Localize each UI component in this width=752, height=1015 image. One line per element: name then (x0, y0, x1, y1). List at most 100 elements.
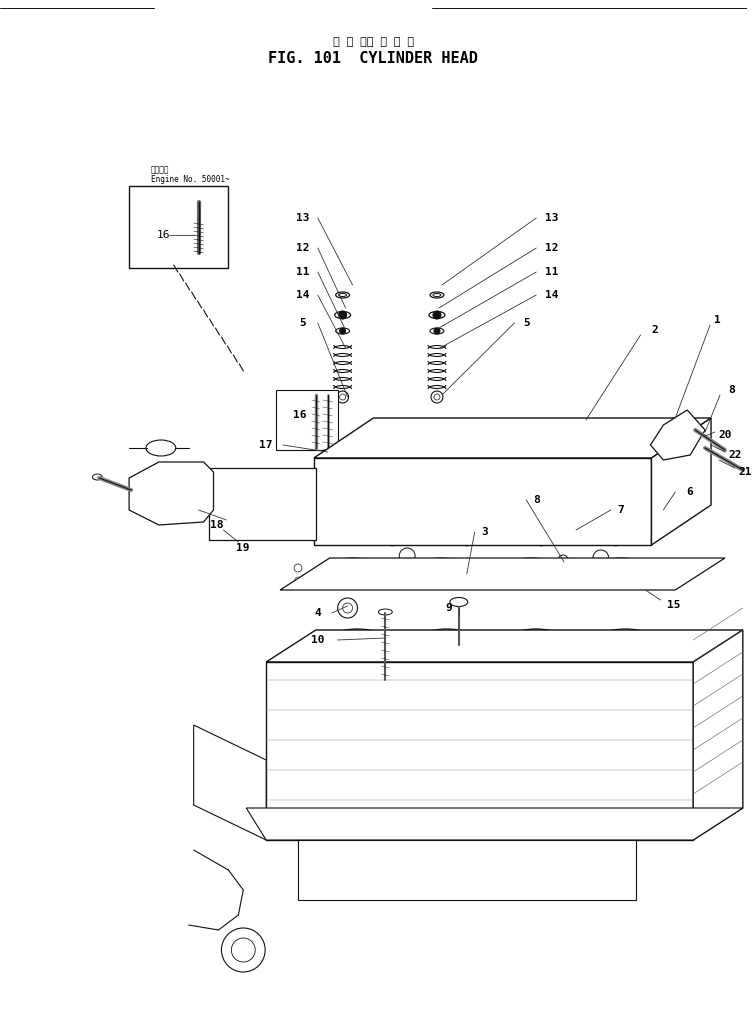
Text: 22: 22 (728, 450, 741, 460)
Ellipse shape (303, 700, 382, 796)
Ellipse shape (378, 609, 393, 615)
Circle shape (338, 311, 347, 319)
Ellipse shape (146, 439, 176, 456)
Text: 2: 2 (651, 325, 658, 335)
Circle shape (381, 577, 387, 583)
Polygon shape (129, 462, 214, 525)
Ellipse shape (326, 561, 378, 583)
Ellipse shape (407, 700, 487, 796)
Text: 14: 14 (296, 290, 310, 300)
Text: シ リ ンダ ヘ ッ ド: シ リ ンダ ヘ ッ ド (333, 37, 414, 47)
Circle shape (610, 534, 622, 546)
Circle shape (508, 577, 514, 583)
Circle shape (244, 525, 253, 535)
Text: 14: 14 (545, 290, 559, 300)
Circle shape (399, 548, 415, 564)
Ellipse shape (310, 393, 322, 398)
Text: 18: 18 (210, 520, 223, 530)
Circle shape (679, 577, 685, 583)
Circle shape (221, 928, 265, 972)
Circle shape (219, 525, 229, 535)
Ellipse shape (534, 487, 562, 508)
Ellipse shape (322, 558, 384, 586)
Ellipse shape (92, 474, 102, 480)
Ellipse shape (654, 426, 676, 436)
Text: 19: 19 (235, 543, 249, 553)
Text: 8: 8 (533, 495, 540, 505)
Circle shape (593, 564, 601, 572)
Ellipse shape (502, 629, 570, 659)
Circle shape (219, 505, 229, 515)
Ellipse shape (450, 598, 468, 607)
Circle shape (232, 938, 255, 962)
Text: FIG. 101  CYLINDER HEAD: FIG. 101 CYLINDER HEAD (268, 51, 478, 66)
Ellipse shape (590, 558, 651, 586)
Text: 10: 10 (311, 635, 325, 645)
Circle shape (544, 473, 552, 481)
Polygon shape (693, 630, 743, 840)
Text: 9: 9 (445, 603, 452, 613)
Circle shape (422, 564, 430, 572)
Text: 適用導入: 適用導入 (151, 165, 169, 175)
Ellipse shape (623, 709, 688, 787)
Text: 12: 12 (545, 243, 559, 253)
Ellipse shape (413, 629, 481, 659)
Text: 11: 11 (296, 267, 310, 277)
Circle shape (651, 473, 660, 481)
Text: 5: 5 (523, 318, 529, 328)
Ellipse shape (374, 487, 402, 508)
Ellipse shape (592, 629, 660, 659)
Ellipse shape (430, 328, 444, 334)
Text: 16: 16 (157, 230, 171, 240)
Circle shape (673, 443, 687, 457)
Ellipse shape (699, 443, 708, 450)
Ellipse shape (335, 328, 350, 334)
Circle shape (384, 473, 391, 481)
Circle shape (659, 420, 669, 430)
Polygon shape (266, 630, 743, 662)
Circle shape (295, 577, 301, 583)
Circle shape (558, 555, 568, 565)
Ellipse shape (381, 426, 403, 436)
Circle shape (337, 564, 344, 572)
Ellipse shape (588, 487, 616, 508)
Ellipse shape (481, 487, 508, 508)
Circle shape (459, 570, 475, 586)
Polygon shape (266, 662, 693, 840)
Circle shape (490, 473, 499, 481)
Circle shape (387, 534, 399, 546)
Ellipse shape (545, 439, 567, 450)
Ellipse shape (324, 629, 391, 659)
Ellipse shape (654, 439, 676, 450)
Circle shape (434, 328, 440, 334)
Circle shape (433, 311, 441, 319)
Ellipse shape (545, 426, 567, 436)
Circle shape (372, 420, 382, 430)
Ellipse shape (490, 426, 512, 436)
Text: 4: 4 (314, 608, 321, 618)
Ellipse shape (641, 487, 669, 508)
Circle shape (508, 564, 515, 572)
Circle shape (420, 420, 430, 430)
Ellipse shape (430, 292, 444, 298)
Ellipse shape (338, 293, 347, 296)
Ellipse shape (335, 292, 350, 298)
Circle shape (219, 475, 229, 485)
Text: 13: 13 (545, 213, 559, 223)
Circle shape (690, 427, 700, 437)
Text: 5: 5 (299, 318, 306, 328)
Circle shape (465, 577, 472, 583)
Circle shape (550, 564, 558, 572)
Circle shape (423, 577, 429, 583)
Circle shape (635, 564, 644, 572)
Text: 3: 3 (481, 527, 488, 537)
Circle shape (515, 420, 526, 430)
Ellipse shape (411, 558, 473, 586)
Ellipse shape (511, 700, 591, 796)
Circle shape (379, 564, 387, 572)
Circle shape (337, 391, 349, 403)
Ellipse shape (508, 632, 565, 656)
Ellipse shape (418, 632, 476, 656)
Ellipse shape (429, 312, 445, 319)
Ellipse shape (595, 561, 647, 583)
